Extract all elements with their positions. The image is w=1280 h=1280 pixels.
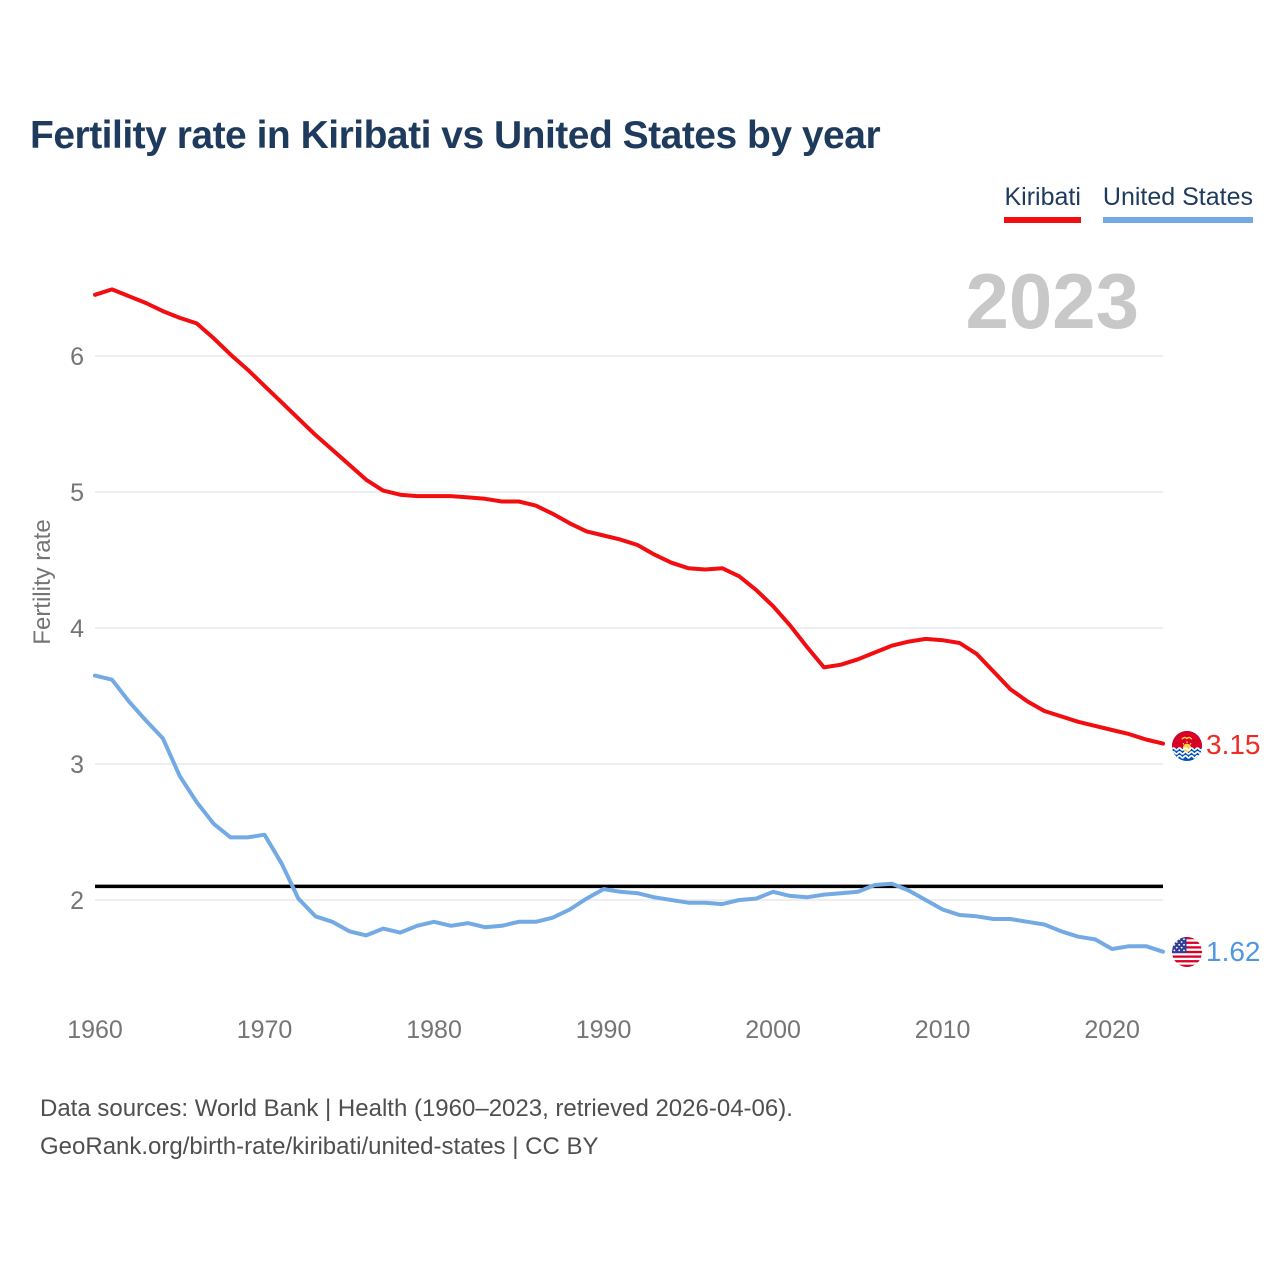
x-tick-label: 1970 — [237, 1016, 293, 1044]
legend-item-united-states[interactable]: United States — [1102, 183, 1253, 223]
legend-underline-united-states — [1102, 217, 1253, 223]
legend-item-kiribati[interactable]: Kiribati — [1004, 183, 1081, 223]
footer: Data sources: World Bank | Health (1960–… — [40, 1090, 793, 1166]
us-flag-icon — [1172, 937, 1202, 967]
x-tick-label: 2000 — [745, 1016, 801, 1044]
us-end-value: 1.62 — [1206, 936, 1261, 967]
x-tick-label: 1960 — [67, 1016, 123, 1044]
x-tick-label: 1980 — [406, 1016, 462, 1044]
y-tick-label: 4 — [70, 615, 84, 643]
y-tick-label: 2 — [70, 887, 84, 915]
y-tick-label: 3 — [70, 751, 84, 779]
legend: Kiribati United States — [1004, 183, 1253, 223]
kiribati-flag-icon — [1172, 731, 1202, 761]
united-states-line[interactable] — [93, 673, 1165, 954]
footer-attribution-line: GeoRank.org/birth-rate/kiribati/united-s… — [40, 1133, 599, 1160]
x-tick-label: 2020 — [1084, 1016, 1140, 1044]
x-tick-label: 1990 — [576, 1016, 632, 1044]
footer-sources-line: Data sources: World Bank | Health (1960–… — [40, 1095, 793, 1122]
year-watermark: 2023 — [965, 257, 1139, 345]
y-tick-label: 5 — [70, 479, 84, 507]
x-tick-label: 2010 — [915, 1016, 971, 1044]
stars — [1173, 938, 1185, 952]
sun-rays — [1182, 741, 1192, 745]
legend-underline-kiribati — [1004, 217, 1081, 223]
y-tick-label: 6 — [70, 343, 84, 371]
page-title: Fertility rate in Kiribati vs United Sta… — [30, 114, 881, 157]
legend-label-united-states: United States — [1102, 183, 1253, 211]
kiribati-end-value: 3.15 — [1206, 729, 1261, 760]
legend-label-kiribati: Kiribati — [1004, 183, 1081, 211]
frigatebird-icon — [1181, 736, 1193, 740]
kiribati-line[interactable] — [93, 287, 1165, 746]
